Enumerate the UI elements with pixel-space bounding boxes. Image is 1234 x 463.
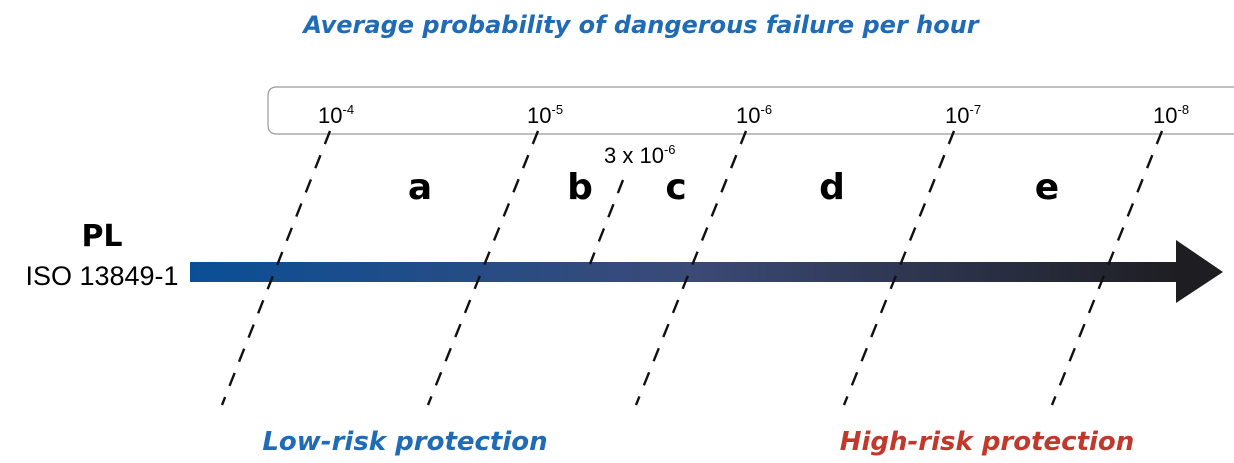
standard-label: ISO 13849-1 — [25, 261, 178, 291]
boundary-line — [842, 130, 956, 406]
risk-arrow-shaft — [190, 262, 1182, 282]
scale-tick-label: 10-5 — [527, 102, 563, 128]
pl-level-d: d — [819, 167, 845, 208]
risk-arrow-head — [1176, 240, 1223, 303]
boundary-line-mid — [588, 179, 625, 265]
pl-level-e: e — [1035, 167, 1059, 208]
scale-tick-label: 10-6 — [736, 102, 772, 128]
pl-level-b: b — [567, 167, 593, 208]
scale-tick-label: 10-8 — [1153, 102, 1189, 128]
scale-tick-label: 10-7 — [945, 102, 981, 128]
diagram-title: Average probability of dangerous failure… — [301, 11, 980, 39]
pl-level-c: c — [665, 167, 686, 208]
pl-level-a: a — [408, 167, 432, 208]
boundary-line — [220, 130, 332, 406]
boundary-line — [426, 130, 540, 406]
scale-tick-label: 10-4 — [318, 102, 354, 128]
low-risk-label: Low-risk protection — [262, 427, 547, 457]
scale-bracket — [267, 86, 1234, 135]
boundary-line — [1050, 130, 1164, 406]
high-risk-label: High-risk protection — [840, 427, 1135, 457]
mid-marker-label: 3 x 10-6 — [604, 142, 676, 168]
pl-label: PL — [81, 219, 122, 254]
boundary-line — [634, 130, 748, 406]
